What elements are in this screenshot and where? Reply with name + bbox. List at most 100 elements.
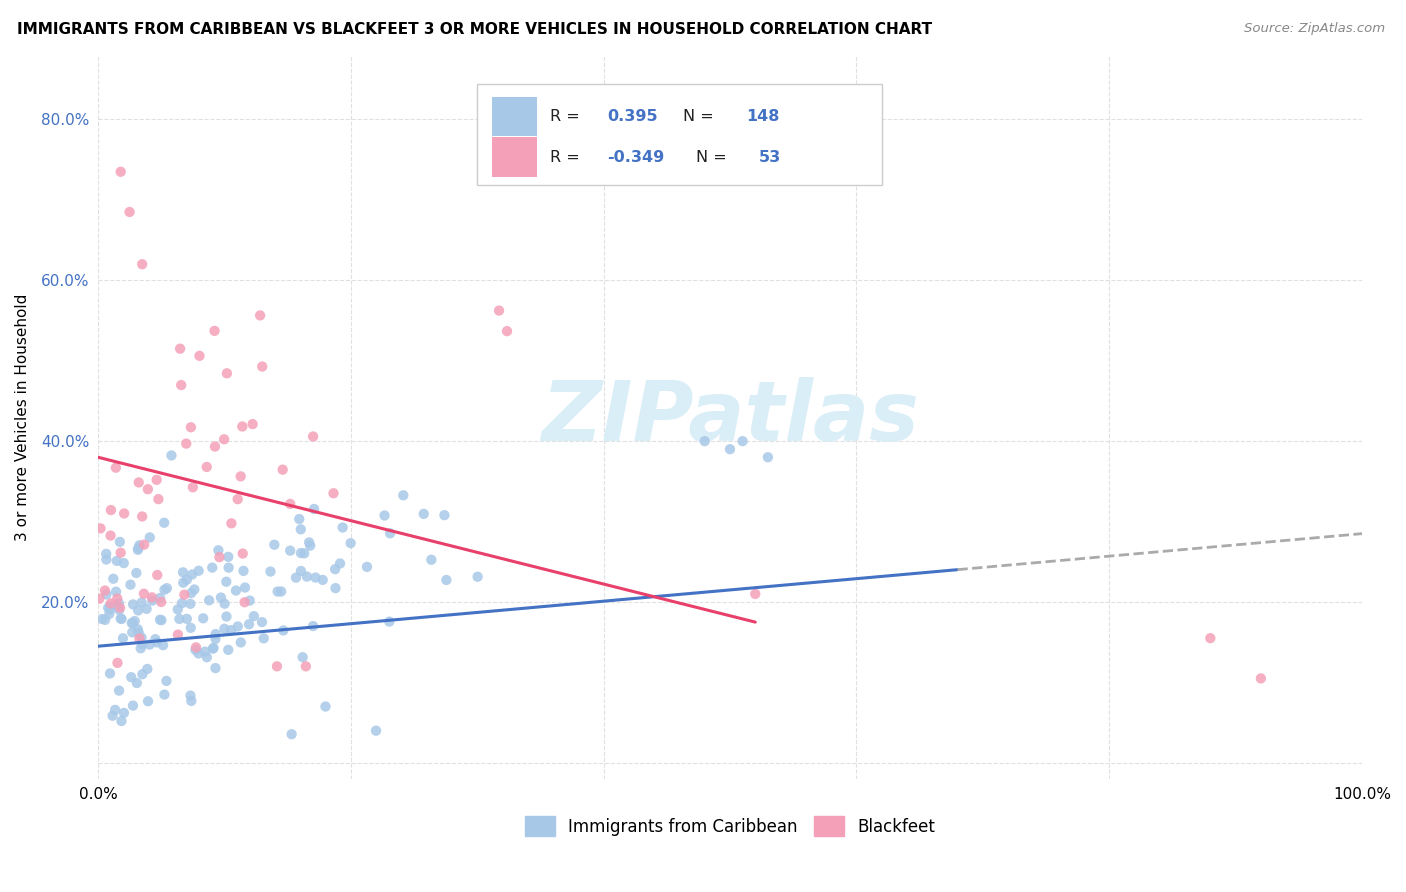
Point [179, 689, 201, 703]
Point [180, 621, 202, 635]
Point [149, 613, 172, 627]
Point [187, 647, 209, 661]
Point [271, 463, 294, 477]
Point [304, 570, 326, 584]
Point [104, 703, 127, 717]
Point [127, 623, 149, 637]
Point [718, 442, 741, 457]
Text: Source: ZipAtlas.com: Source: ZipAtlas.com [1244, 22, 1385, 36]
Point [149, 591, 172, 605]
Point [378, 526, 401, 541]
Point [105, 554, 128, 568]
Point [238, 617, 260, 632]
Point [201, 641, 224, 656]
Point [145, 635, 167, 649]
Text: R =: R = [551, 109, 585, 124]
Point [278, 497, 301, 511]
Point [125, 676, 148, 690]
Point [295, 659, 318, 673]
Point [160, 449, 183, 463]
Point [120, 670, 142, 684]
Point [434, 573, 457, 587]
Point [128, 538, 150, 552]
Point [131, 631, 153, 645]
Point [249, 309, 271, 323]
Point [100, 528, 122, 542]
Point [412, 507, 434, 521]
Point [252, 359, 274, 374]
Point [156, 581, 179, 595]
Point [253, 632, 276, 646]
Point [91, 612, 114, 626]
Point [96, 547, 118, 561]
Point [146, 568, 169, 582]
Point [110, 546, 132, 560]
Point [167, 627, 190, 641]
Point [128, 632, 150, 646]
Point [101, 708, 124, 723]
Point [329, 557, 352, 571]
Point [187, 564, 209, 578]
Point [131, 257, 153, 271]
Point [150, 613, 173, 627]
Point [183, 582, 205, 597]
Point [112, 706, 135, 720]
Point [145, 473, 167, 487]
Point [107, 599, 129, 614]
Point [174, 436, 197, 450]
Point [184, 640, 207, 655]
Point [1250, 672, 1272, 686]
Point [96, 587, 118, 601]
Point [259, 565, 281, 579]
Point [378, 615, 401, 629]
Point [118, 205, 141, 219]
Point [105, 584, 128, 599]
Point [420, 553, 443, 567]
Point [153, 688, 176, 702]
Point [179, 597, 201, 611]
Point [180, 420, 202, 434]
Point [299, 539, 322, 553]
Point [132, 587, 155, 601]
Point [131, 509, 153, 524]
Point [207, 543, 229, 558]
Point [217, 549, 239, 564]
Point [291, 650, 314, 665]
Point [129, 641, 152, 656]
Point [214, 622, 236, 636]
Point [208, 550, 231, 565]
Point [121, 615, 143, 630]
Point [138, 638, 160, 652]
Point [392, 488, 415, 502]
Point [170, 596, 193, 610]
Point [107, 656, 129, 670]
Point [302, 619, 325, 633]
Point [188, 349, 211, 363]
Point [181, 480, 204, 494]
Point [136, 482, 159, 496]
Point [325, 581, 347, 595]
Point [290, 522, 312, 536]
Text: IMMIGRANTS FROM CARIBBEAN VS BLACKFEET 3 OR MORE VEHICLES IN HOUSEHOLD CORRELATI: IMMIGRANTS FROM CARIBBEAN VS BLACKFEET 3… [17, 22, 932, 37]
Text: R =: R = [551, 150, 585, 164]
Point [176, 573, 198, 587]
Point [104, 460, 127, 475]
Point [496, 324, 519, 338]
Point [209, 591, 232, 605]
Point [242, 417, 264, 431]
Point [270, 584, 292, 599]
Point [273, 624, 295, 638]
Y-axis label: 3 or more Vehicles in Household: 3 or more Vehicles in Household [15, 293, 30, 541]
Point [166, 602, 188, 616]
Point [97, 600, 120, 615]
Point [110, 611, 132, 625]
Point [356, 560, 378, 574]
Point [131, 595, 153, 609]
Point [136, 662, 159, 676]
Point [173, 588, 195, 602]
Point [169, 612, 191, 626]
Point [364, 723, 387, 738]
Point [314, 699, 336, 714]
Point [108, 603, 131, 617]
Point [312, 573, 335, 587]
